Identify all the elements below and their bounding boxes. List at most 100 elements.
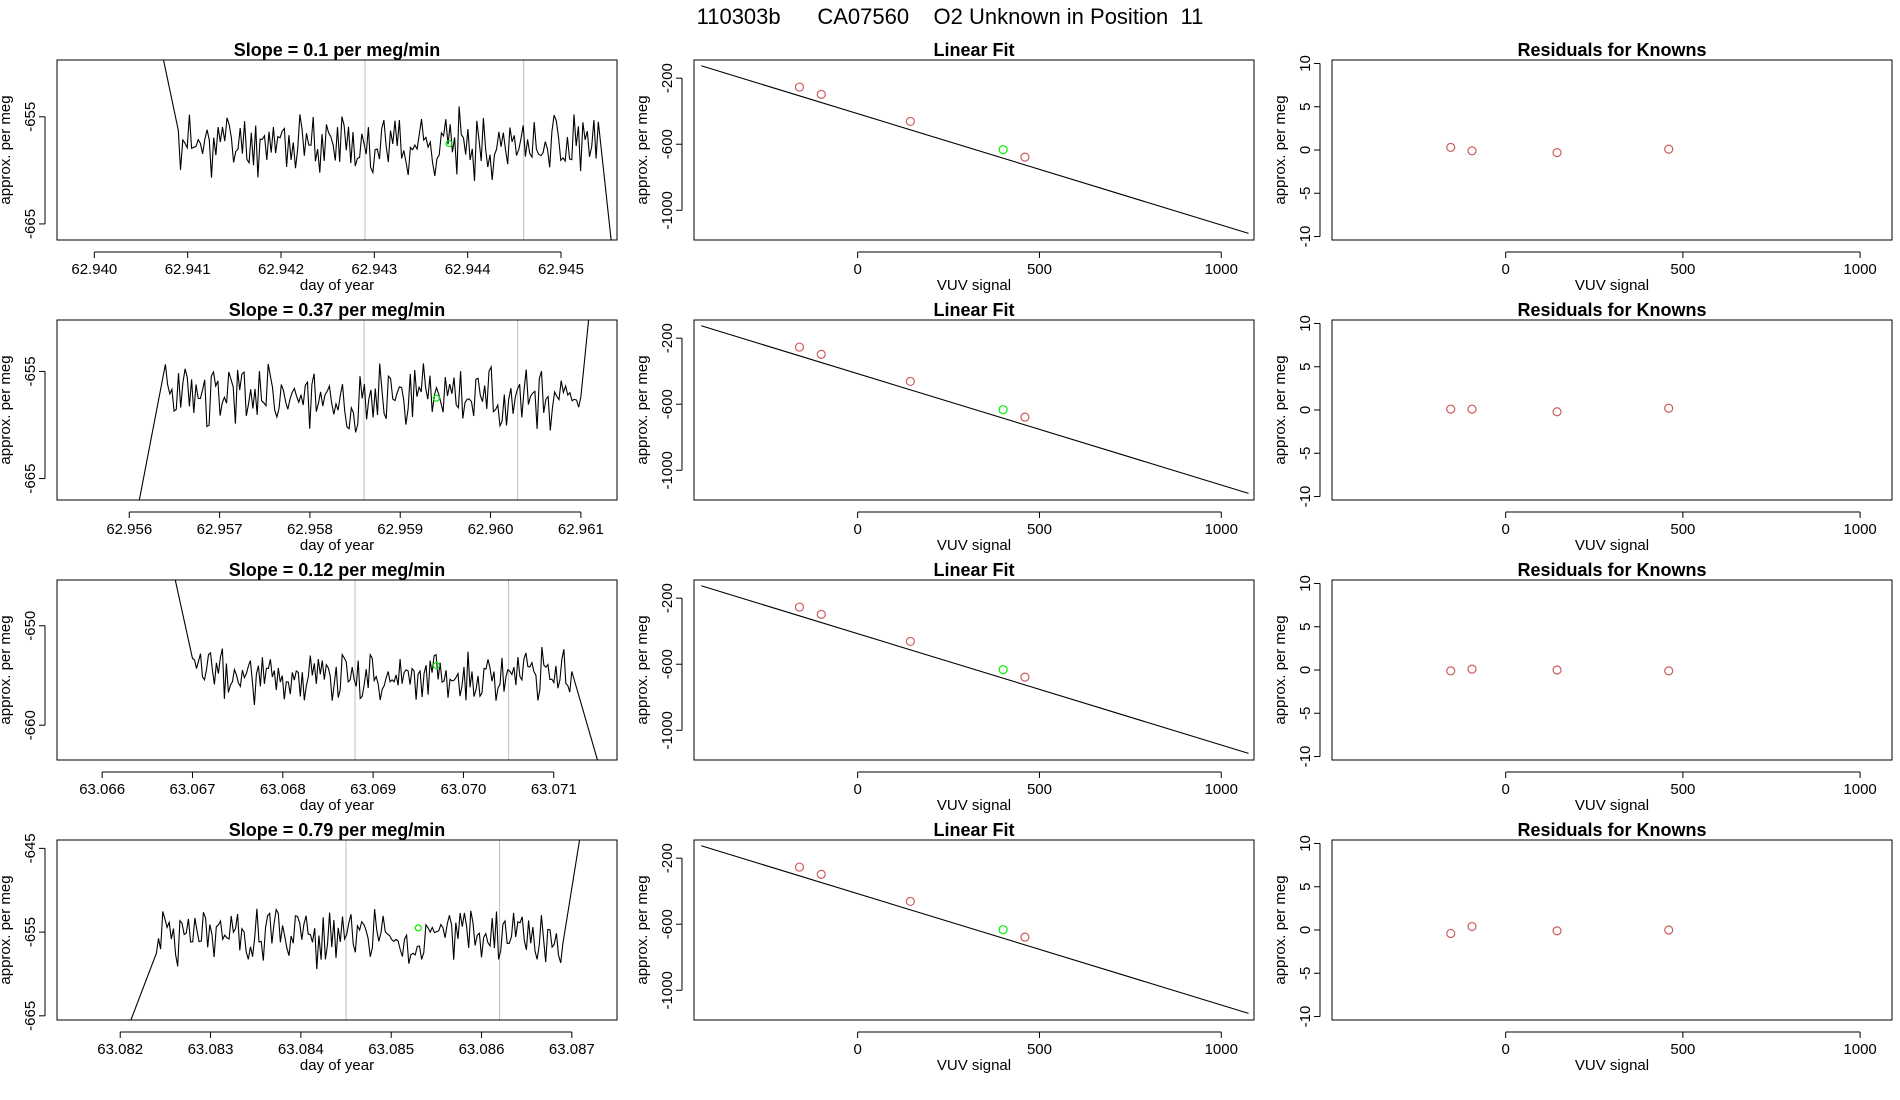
y-tick-label: -5: [1297, 707, 1314, 720]
series-line: [138, 320, 590, 500]
panel-resid-11: Residuals for Knowns 0 500 1000 VUV signal 10…: [1272, 820, 1893, 1074]
y-axis-label: approx. per meg: [1272, 355, 1289, 464]
known-point: [816, 869, 826, 879]
residual-point: [1446, 928, 1456, 939]
y-axis-label: approx. per meg: [0, 875, 14, 984]
plot-area: [162, 60, 612, 240]
y-tick-label: -650: [22, 611, 39, 641]
plot-frame: [56, 319, 618, 501]
panel-title: Residuals for Knowns: [1517, 820, 1706, 840]
panel-title: Slope = 0.79 per meg/min: [229, 820, 446, 840]
unknown-marker: [445, 139, 453, 148]
x-tick-label: 1000: [1843, 521, 1876, 538]
y-tick-label: -200: [659, 843, 676, 873]
residual-point: [1552, 665, 1562, 675]
unknown-marker: [432, 661, 440, 670]
plot-area: [130, 840, 581, 1020]
x-axis-label: day of year: [300, 797, 374, 814]
x-tick-label: 62.961: [558, 521, 604, 538]
x-tick-label: 500: [1670, 1041, 1695, 1058]
x-tick-label: 63.068: [260, 781, 306, 798]
x-tick-label: 62.943: [351, 261, 397, 278]
y-axis-label: approx. per meg: [634, 355, 651, 464]
x-tick-label: 63.070: [441, 781, 487, 798]
x-tick-label: 1000: [1843, 781, 1876, 798]
panel-trace-2: Slope = 0.12 per meg/min 63.066 63.067 63.0…: [0, 560, 618, 814]
y-tick-label: 5: [1297, 363, 1314, 371]
y-tick-label: 10: [1297, 835, 1314, 852]
panel-title: Residuals for Knowns: [1517, 300, 1706, 320]
plot-frame: [693, 319, 1255, 501]
y-tick-label: -200: [659, 323, 676, 353]
y-axis-label: approx. per meg: [634, 95, 651, 204]
panel-title: Slope = 0.12 per meg/min: [229, 560, 446, 580]
plot-area: [1446, 664, 1674, 676]
panel-title: Linear Fit: [933, 40, 1014, 60]
x-tick-label: 500: [1027, 1041, 1052, 1058]
x-tick-label: 63.083: [188, 1041, 234, 1058]
residual-point: [1664, 925, 1674, 935]
panel-title: Residuals for Knowns: [1517, 560, 1706, 580]
x-tick-label: 500: [1027, 261, 1052, 278]
plot-area: [701, 845, 1249, 1014]
residual-point: [1467, 146, 1477, 156]
y-tick-label: -5: [1297, 447, 1314, 460]
plot-frame: [1331, 579, 1893, 761]
residual-point: [1664, 144, 1674, 154]
x-tick-label: 0: [853, 261, 861, 278]
residual-point: [1467, 404, 1477, 414]
known-point: [905, 636, 915, 647]
x-tick-label: 62.945: [538, 261, 584, 278]
y-tick-label: 0: [1297, 926, 1314, 934]
panel-trace-1: Slope = 0.37 per meg/min 62.956 62.957 62.9…: [0, 300, 618, 554]
y-tick-label: -10: [1297, 746, 1314, 768]
y-tick-label: -1000: [659, 971, 676, 1009]
x-tick-label: 500: [1027, 781, 1052, 798]
x-tick-label: 0: [853, 1041, 861, 1058]
panel-title: Slope = 0.37 per meg/min: [229, 300, 446, 320]
y-tick-label: 10: [1297, 315, 1314, 332]
known-point: [905, 376, 915, 387]
x-tick-label: 1000: [1843, 1041, 1876, 1058]
residual-point: [1467, 664, 1477, 674]
plot-frame: [56, 839, 618, 1021]
y-tick-label: 10: [1297, 575, 1314, 592]
plot-frame: [693, 59, 1255, 241]
x-tick-label: 63.066: [79, 781, 125, 798]
y-tick-label: -660: [22, 710, 39, 740]
known-point: [905, 116, 915, 127]
series-line: [130, 840, 581, 1020]
x-axis-label: VUV signal: [937, 537, 1011, 554]
fit-line: [701, 585, 1249, 754]
plot-area: [174, 580, 599, 760]
y-tick-label: -665: [22, 209, 39, 239]
y-tick-label: -665: [22, 1001, 39, 1031]
x-tick-label: 62.940: [71, 261, 117, 278]
x-tick-label: 0: [1501, 1041, 1509, 1058]
panel-title: Linear Fit: [933, 300, 1014, 320]
unknown-point: [998, 925, 1008, 935]
y-tick-label: -645: [22, 833, 39, 863]
x-tick-label: 63.069: [350, 781, 396, 798]
panel-title: Residuals for Knowns: [1517, 40, 1706, 60]
plot-frame: [693, 579, 1255, 761]
known-point: [816, 89, 826, 99]
residual-point: [1552, 407, 1562, 417]
x-tick-label: 62.956: [106, 521, 152, 538]
y-tick-label: -5: [1297, 967, 1314, 980]
panel-title: Linear Fit: [933, 820, 1014, 840]
x-tick-label: 63.067: [170, 781, 216, 798]
x-tick-label: 0: [1501, 781, 1509, 798]
plot-frame: [1331, 59, 1893, 241]
x-axis-label: day of year: [300, 1057, 374, 1074]
x-tick-label: 62.941: [165, 261, 211, 278]
x-tick-label: 1000: [1205, 521, 1238, 538]
x-tick-label: 0: [1501, 521, 1509, 538]
x-tick-label: 500: [1670, 781, 1695, 798]
y-tick-label: -1000: [659, 711, 676, 749]
panel-trace-3: Slope = 0.79 per meg/min 63.082 63.083 63.0…: [0, 820, 618, 1074]
x-tick-label: 1000: [1205, 1041, 1238, 1058]
unknown-point: [998, 145, 1008, 155]
known-point: [794, 862, 805, 872]
